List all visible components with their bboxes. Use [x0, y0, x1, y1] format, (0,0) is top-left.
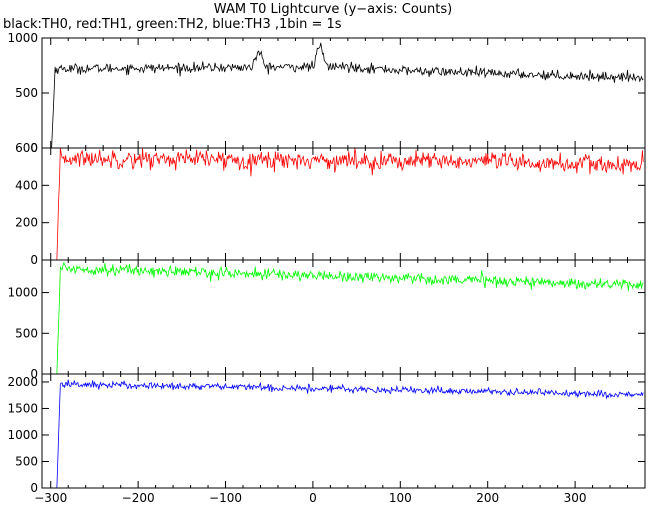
panel-th3: 0 500 1000 1500 2000 −300 −200 −100 0 100 200 300 [7, 373, 646, 505]
chart-title: WAM T0 Lightcurve (y−axis: Counts) [214, 2, 452, 17]
series-line-th3 [50, 379, 644, 489]
y-tick-label: 500 [15, 326, 38, 340]
y-tick-label: 1000 [7, 428, 38, 442]
chart-subtitle: black:TH0, red:TH1, green:TH2, blue:TH3 … [3, 17, 342, 32]
series-line-th2 [50, 261, 644, 375]
y-tick-label: 0 [30, 141, 38, 155]
panel-th1: 0 200 400 600 [15, 141, 646, 267]
y-tick-label: 200 [15, 216, 38, 230]
series-line-th0 [50, 42, 644, 149]
plot-frame [41, 37, 646, 149]
panels: 0500100002004006000500100005001000150020… [7, 31, 646, 505]
y-tick-label: 0 [30, 367, 38, 381]
plot-frame [41, 373, 646, 489]
panel-th0: 0 500 1000 [7, 31, 646, 155]
y-tick-label: 500 [15, 86, 38, 100]
panel-th2: 0 500 1000 [7, 259, 646, 381]
y-tick-label: 0 [30, 253, 38, 267]
y-tick-label: 1000 [7, 286, 38, 300]
x-tick-label: 100 [389, 491, 412, 505]
x-tick-label: −300 [34, 491, 67, 505]
y-tick-label: 1000 [7, 31, 38, 45]
y-tick-label: 2000 [7, 375, 38, 389]
x-tick-label: −100 [209, 491, 242, 505]
y-tick-label: 0 [30, 481, 38, 495]
x-tick-label: −200 [122, 491, 155, 505]
x-tick-label: 0 [309, 491, 317, 505]
x-tick-label: 200 [476, 491, 499, 505]
y-tick-label: 1500 [7, 401, 38, 415]
y-tick-label: 600 [15, 141, 38, 155]
series-line-th1 [50, 148, 644, 261]
y-tick-label: 500 [15, 454, 38, 468]
y-tick-label: 400 [15, 178, 38, 192]
x-tick-label: 300 [564, 491, 587, 505]
